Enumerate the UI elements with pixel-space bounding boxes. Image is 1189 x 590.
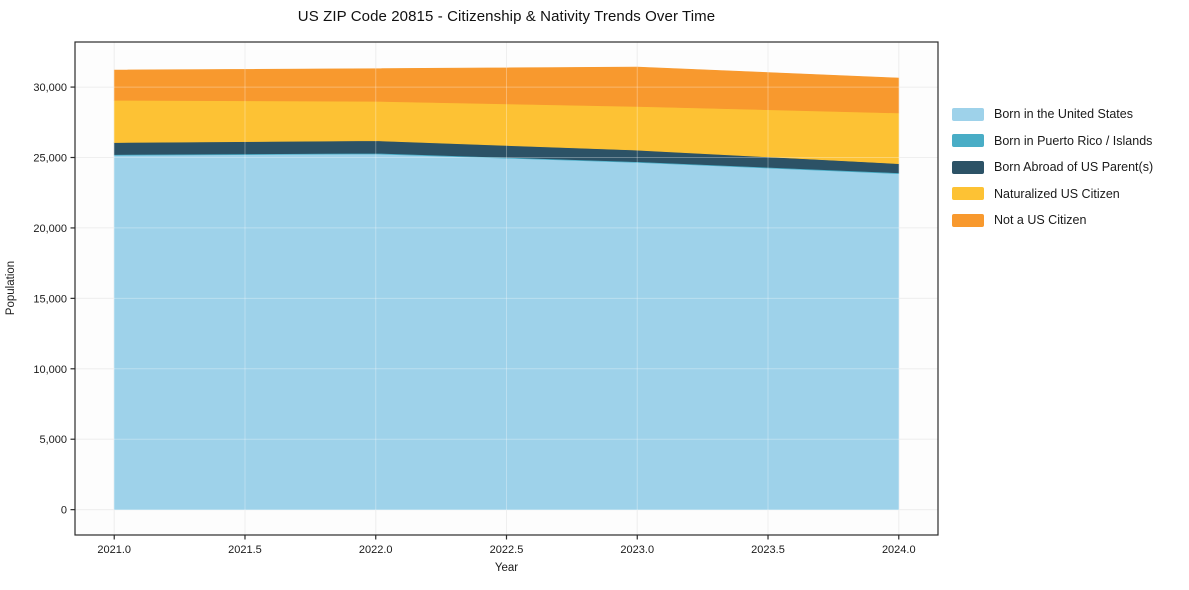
y-tick-label: 0 <box>61 505 67 517</box>
x-tick-label: 2022.5 <box>490 544 524 556</box>
x-tick-label: 2022.0 <box>359 544 393 556</box>
x-tick-label: 2024.0 <box>882 544 916 556</box>
legend-swatch <box>952 187 984 201</box>
area-series <box>113 66 900 114</box>
y-tick-label: 10,000 <box>33 364 67 376</box>
legend-label: Born in Puerto Rico / Islands <box>994 133 1153 148</box>
x-tick-label: 2023.5 <box>751 544 785 556</box>
legend-item: Born Abroad of US Parent(s) <box>952 154 1153 181</box>
legend-item: Born in the United States <box>952 101 1153 128</box>
y-axis-label: Population <box>5 260 17 316</box>
y-tick-label: 5,000 <box>39 434 67 446</box>
legend-swatch <box>952 213 984 227</box>
y-tick-label: 15,000 <box>33 293 67 305</box>
legend-label: Naturalized US Citizen <box>994 186 1120 201</box>
x-tick-label: 2023.0 <box>620 544 654 556</box>
legend-swatch <box>952 107 984 121</box>
legend: Born in the United States Born in Puerto … <box>952 101 1153 234</box>
legend-item: Born in Puerto Rico / Islands <box>952 128 1153 155</box>
legend-label: Born in the United States <box>994 107 1133 122</box>
x-tick-label: 2021.5 <box>228 544 262 556</box>
legend-item: Not a US Citizen <box>952 207 1153 234</box>
x-axis-label: Year <box>494 562 519 574</box>
y-tick-label: 30,000 <box>33 82 67 94</box>
y-tick-label: 25,000 <box>33 153 67 165</box>
legend-label: Born Abroad of US Parent(s) <box>994 160 1154 175</box>
legend-swatch <box>952 160 984 174</box>
legend-item: Naturalized US Citizen <box>952 181 1153 208</box>
legend-swatch <box>952 134 984 148</box>
legend-label: Not a US Citizen <box>994 213 1087 228</box>
chart-title: US ZIP Code 20815 - Citizenship & Nativi… <box>297 8 716 25</box>
x-tick-label: 2021.0 <box>97 544 131 556</box>
y-tick-label: 20,000 <box>33 223 67 235</box>
